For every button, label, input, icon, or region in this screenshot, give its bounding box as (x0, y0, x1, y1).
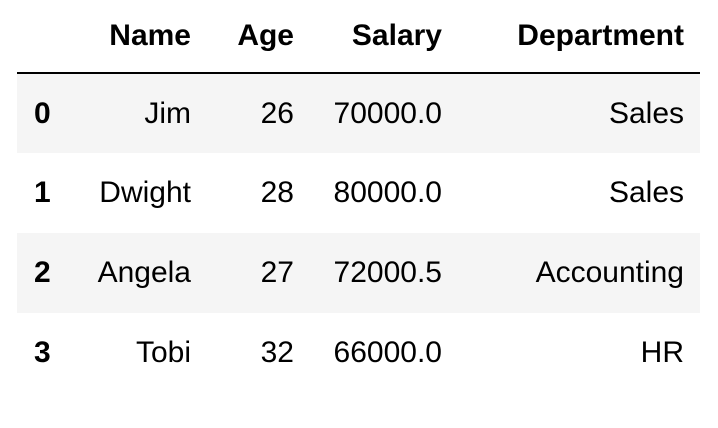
row-index: 3 (34, 336, 51, 369)
header-row: Name Age Salary Department (17, 0, 700, 74)
cell-name: Angela (97, 256, 191, 289)
cell-age: 32 (260, 336, 294, 369)
column-header-department: Department (458, 0, 700, 74)
table-row: 1 Dwight 28 80000.0 Sales (17, 153, 700, 233)
table-row: 2 Angela 27 72000.5 Accounting (17, 233, 700, 313)
cell-department: Accounting (535, 256, 684, 289)
cell-department: Sales (608, 96, 684, 130)
cell-salary: 66000.0 (333, 336, 442, 369)
row-index: 0 (34, 96, 51, 130)
table-header: Name Age Salary Department (17, 0, 700, 74)
row-index: 1 (34, 176, 51, 209)
row-index: 2 (34, 256, 51, 289)
table-body: 0 Jim 26 70000.0 Sales 1 Dwight 28 80000… (17, 73, 700, 393)
cell-name: Dwight (99, 176, 191, 209)
cell-age: 27 (260, 256, 294, 289)
table-row: 3 Tobi 32 66000.0 HR (17, 313, 700, 393)
cell-name: Jim (144, 96, 191, 130)
cell-age: 28 (260, 176, 294, 209)
cell-salary: 80000.0 (333, 176, 442, 209)
column-header-age: Age (207, 0, 310, 74)
cell-name: Tobi (135, 336, 191, 369)
column-header-salary: Salary (310, 0, 458, 74)
cell-salary: 72000.5 (333, 256, 442, 289)
cell-salary: 70000.0 (333, 96, 442, 130)
cell-age: 26 (260, 96, 294, 130)
cell-department: Sales (608, 176, 684, 209)
index-header (17, 0, 74, 74)
table-row: 0 Jim 26 70000.0 Sales (17, 73, 700, 153)
column-header-name: Name (74, 0, 207, 74)
dataframe-table: Name Age Salary Department 0 Jim 26 7000… (17, 0, 700, 393)
cell-department: HR (640, 336, 684, 369)
